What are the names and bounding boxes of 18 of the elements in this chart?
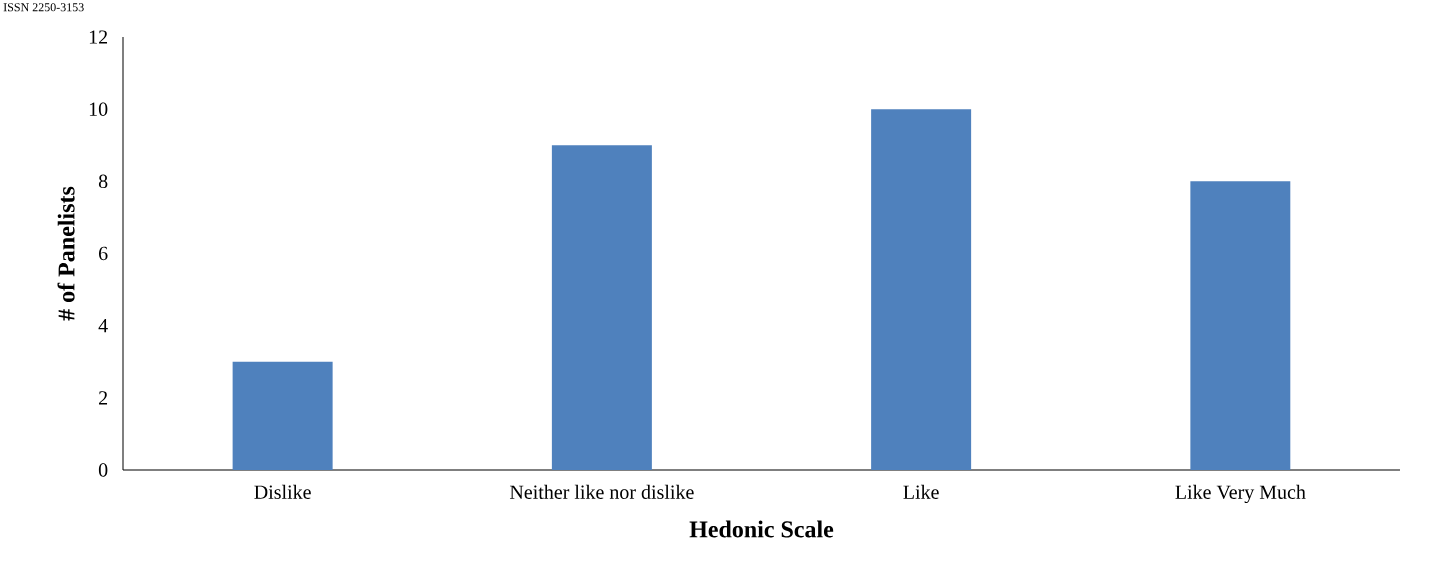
y-tick-label: 4 [98,319,108,333]
y-tick-label: 8 [98,174,108,189]
bar [1190,181,1291,470]
text: ISSN 2250-3153 [3,3,84,12]
y-tick-label: 10 [89,102,108,116]
x-tick-label: Dislike [254,484,311,499]
y-axis-title: # of Panelists [57,186,75,321]
x-axis-title: Hedonic Scale [689,520,834,538]
y-tick-label: 12 [89,30,108,44]
bar [232,361,333,470]
bar [551,145,652,470]
x-tick-label: Like Very Much [1175,484,1306,504]
bar [871,109,972,470]
y-tick-label: 6 [99,246,108,261]
x-tick-label: Like [903,484,939,499]
x-tick-label: Neither like nor dislike [509,484,694,499]
y-tick-label: 0 [98,463,108,477]
y-tick-label: 2 [99,391,108,405]
